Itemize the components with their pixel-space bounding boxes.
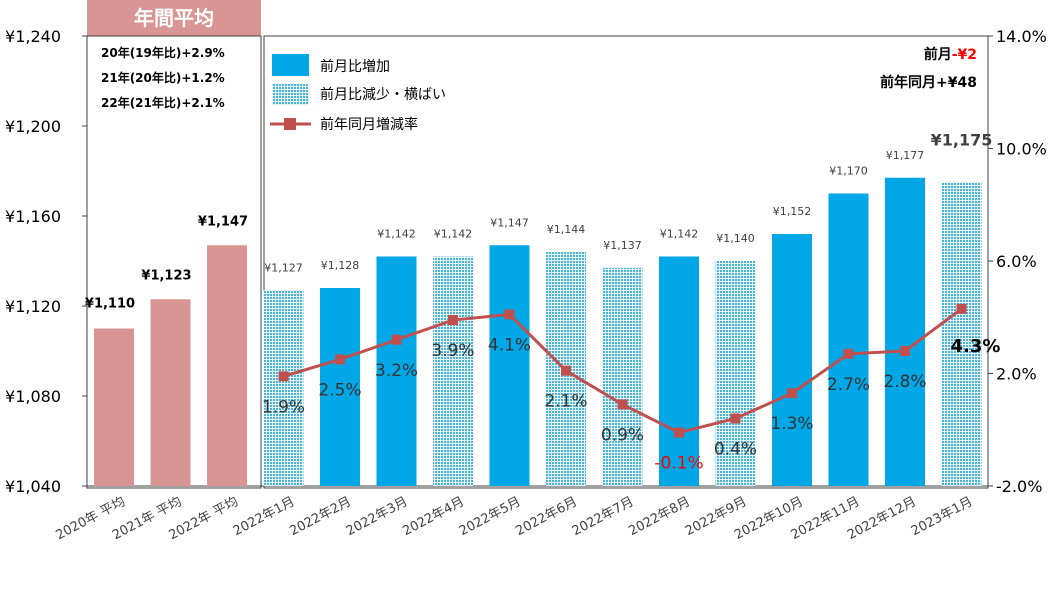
bar-annual [150, 299, 191, 486]
annual-line-2: 21年(20年比)+1.2% [101, 70, 225, 85]
yoy-marker [391, 334, 402, 345]
yoy-marker [730, 413, 741, 424]
bar-increase [489, 245, 530, 486]
bar-increase [659, 256, 699, 486]
left-tick-label: ¥1,160 [5, 207, 61, 226]
left-tick-label: ¥1,080 [5, 387, 61, 406]
legend-swatch-decrease [272, 83, 309, 105]
bar-value-label: ¥1,123 [141, 268, 191, 283]
bar-value-label: ¥1,128 [321, 259, 360, 272]
right-tick-label: 6.0% [996, 252, 1037, 271]
yoy-marker [504, 309, 515, 320]
bar-value-label: ¥1,140 [716, 232, 755, 245]
left-tick-label: ¥1,200 [5, 117, 61, 136]
x-tick-label: 2022年7月 [570, 494, 637, 539]
annotation-mom-prefix: 前月 [924, 46, 952, 63]
annual-line-1: 20年(19年比)+2.9% [101, 45, 225, 60]
yoy-marker [561, 365, 571, 376]
x-tick-label: 2022年8月 [626, 494, 693, 539]
x-tick-label: 2022年6月 [513, 494, 580, 539]
yoy-marker [448, 315, 458, 326]
yoy-value-label: 2.7% [827, 375, 870, 395]
bar-increase [376, 256, 417, 486]
bar-value-label: ¥1,110 [85, 297, 135, 312]
yoy-value-label: 4.3% [951, 336, 1001, 357]
bar-increase [828, 193, 869, 486]
legend-swatch-marker [284, 118, 296, 130]
bar-value-label: ¥1,170 [829, 165, 868, 178]
right-tick-label: 10.0% [996, 140, 1047, 159]
bar-value-label: ¥1,144 [547, 223, 586, 236]
annual-line-3: 22年(21年比)+2.1% [101, 95, 225, 110]
yoy-marker [787, 388, 797, 399]
x-tick-label: 2022年2月 [287, 494, 354, 539]
bar-decrease [263, 290, 304, 486]
yoy-value-label: 0.9% [601, 425, 644, 445]
legend-label-increase: 前月比増加 [320, 58, 390, 75]
bar-increase [320, 288, 360, 486]
x-tick-label: 2022年5月 [457, 494, 524, 539]
bar-value-label: ¥1,147 [198, 214, 248, 229]
yoy-marker [335, 354, 345, 365]
annotation-mom-value: -¥2 [952, 47, 977, 63]
legend-swatch-increase [272, 54, 309, 76]
bar-value-label: ¥1,142 [660, 228, 699, 241]
x-tick-label: 2023年1月 [909, 494, 976, 539]
bar-decrease [602, 267, 643, 486]
bar-decrease [715, 261, 756, 486]
bar-increase [885, 177, 925, 486]
legend-label-decrease: 前月比減少・横ばい [320, 86, 446, 103]
annotation-yoy: 前年同月+¥48 [880, 74, 977, 91]
yoy-marker [278, 371, 289, 382]
right-tick-label: 2.0% [996, 365, 1037, 384]
right-tick-label: 14.0% [996, 27, 1047, 46]
yoy-value-label: 2.8% [883, 372, 926, 392]
bar-value-label: ¥1,147 [490, 216, 529, 229]
yoy-value-label: 1.3% [770, 414, 813, 434]
yoy-value-label: 3.9% [431, 341, 474, 361]
x-tick-label: 2022年4月 [400, 494, 467, 539]
annual-title: 年間平均 [134, 6, 214, 30]
left-tick-label: ¥1,120 [5, 297, 61, 316]
left-tick-label: ¥1,040 [5, 477, 61, 496]
annual-title-bar [87, 0, 261, 36]
legend: 前月比増加 前月比減少・横ばい 前年同月増減率 [270, 54, 446, 133]
bar-annual [207, 245, 247, 486]
yoy-marker [617, 399, 628, 410]
bar-value-label: ¥1,137 [603, 239, 642, 252]
bar-value-label: ¥1,142 [377, 228, 416, 241]
yoy-value-label: 2.5% [318, 380, 361, 400]
x-tick-label: 2022年3月 [344, 494, 411, 539]
yoy-value-label: 2.1% [544, 392, 587, 412]
bar-decrease [433, 256, 473, 486]
yoy-value-label: 1.9% [262, 397, 305, 417]
left-tick-label: ¥1,240 [5, 27, 61, 46]
bar-increase [772, 234, 812, 486]
x-tick-label: 2022年1月 [231, 494, 298, 539]
annotation-mom: 前月-¥2 [924, 46, 977, 63]
bar-annual [94, 328, 134, 486]
yoy-marker [900, 346, 910, 356]
bar-value-label: ¥1,152 [773, 205, 812, 218]
yoy-value-label: 4.1% [488, 335, 531, 355]
yoy-value-label: 3.2% [375, 361, 418, 381]
yoy-marker [843, 348, 854, 359]
bar-value-label: ¥1,177 [886, 149, 925, 162]
yoy-value-label: -0.1% [654, 454, 703, 474]
right-tick-label: -2.0% [996, 477, 1042, 496]
legend-label-line: 前年同月増減率 [320, 116, 418, 133]
bar-value-label: ¥1,175 [931, 130, 993, 149]
yoy-marker [956, 303, 967, 314]
bar-value-label: ¥1,127 [264, 261, 303, 274]
bar-decrease [941, 182, 982, 486]
bar-value-label: ¥1,142 [434, 228, 473, 241]
yoy-marker [674, 427, 684, 438]
yoy-value-label: 0.4% [714, 440, 757, 460]
